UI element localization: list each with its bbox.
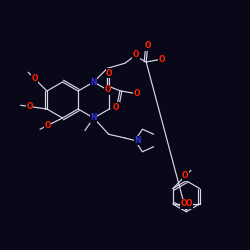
Text: N: N bbox=[135, 136, 141, 145]
Text: O: O bbox=[113, 103, 119, 112]
Text: O: O bbox=[106, 69, 112, 78]
Text: O: O bbox=[44, 121, 51, 130]
Text: O: O bbox=[31, 74, 38, 83]
Text: O: O bbox=[182, 172, 188, 180]
Text: O: O bbox=[104, 85, 111, 94]
Text: O: O bbox=[133, 50, 140, 59]
Text: O: O bbox=[186, 200, 192, 208]
Text: O: O bbox=[158, 55, 165, 64]
Text: N: N bbox=[90, 78, 97, 86]
Text: O: O bbox=[26, 102, 33, 111]
Text: N: N bbox=[90, 114, 97, 122]
Text: O: O bbox=[180, 200, 187, 208]
Text: O: O bbox=[134, 89, 140, 98]
Text: O: O bbox=[144, 41, 151, 50]
